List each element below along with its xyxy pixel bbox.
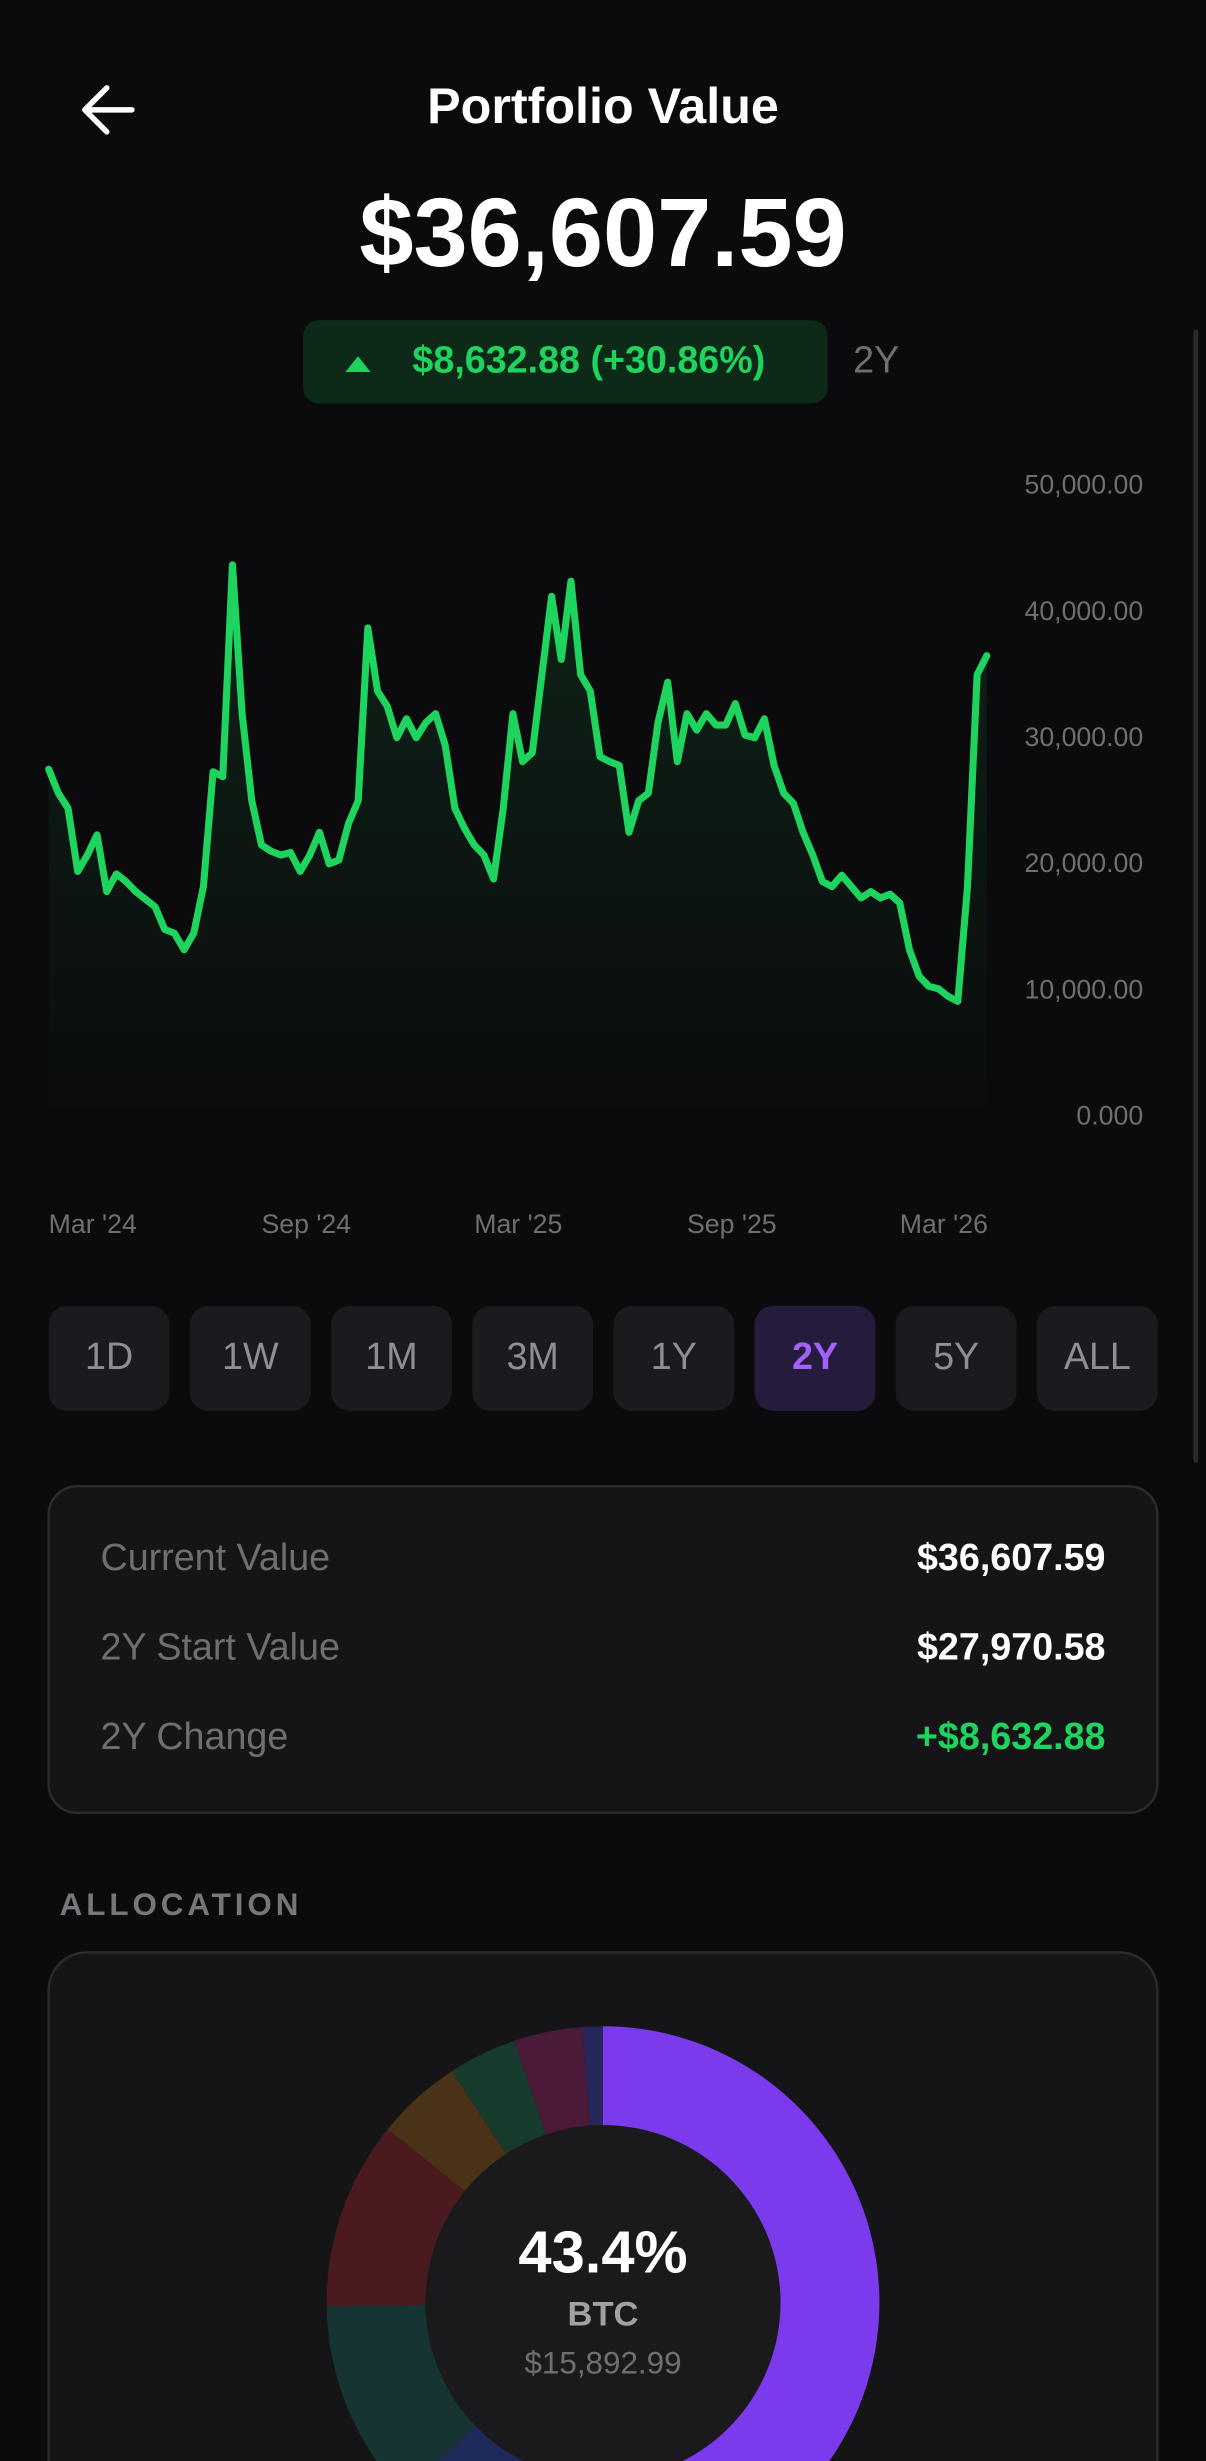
y-tick-label: 30,000.00 bbox=[1025, 722, 1144, 752]
range-button[interactable] bbox=[331, 1305, 452, 1411]
x-tick-label: Sep '25 bbox=[687, 1209, 777, 1239]
range-label[interactable]: 1M bbox=[365, 1335, 417, 1377]
range-button[interactable] bbox=[895, 1305, 1017, 1411]
range-label[interactable]: 1D bbox=[85, 1335, 133, 1377]
summary-label: 2Y Change bbox=[100, 1715, 288, 1757]
y-tick-label: 50,000.00 bbox=[1025, 470, 1144, 500]
line-chart: 0.000 10,000.00 20,000.00 30,000.00 40,000.0… bbox=[45, 470, 1144, 1239]
y-tick-label: 20,000.00 bbox=[1025, 848, 1144, 878]
summary-label: 2Y Start Value bbox=[100, 1626, 339, 1668]
summary-value: $27,970.58 bbox=[917, 1626, 1106, 1668]
donut-slice bbox=[603, 2026, 880, 2461]
range-button[interactable] bbox=[472, 1305, 594, 1411]
center-percent: 43.4% bbox=[518, 2219, 687, 2286]
center-amount: $15,892.99 bbox=[524, 2346, 681, 2381]
range-button[interactable] bbox=[189, 1305, 311, 1411]
x-tick-label: Mar '25 bbox=[474, 1209, 562, 1239]
range-button[interactable] bbox=[754, 1305, 876, 1411]
donut-slice bbox=[582, 2026, 603, 2126]
y-tick-label: 0.000 bbox=[1076, 1101, 1143, 1131]
donut-slice bbox=[387, 2071, 507, 2192]
center-name: BTC bbox=[568, 2296, 639, 2334]
page-title: Portfolio Value bbox=[427, 78, 779, 134]
scrollbar bbox=[1193, 329, 1199, 1463]
x-tick-label: Mar '24 bbox=[49, 1209, 137, 1239]
change-text: $8,632.88 (+30.86%) bbox=[412, 339, 765, 381]
donut-slice bbox=[326, 2129, 465, 2306]
x-tick-label: Sep '24 bbox=[261, 1209, 351, 1239]
summary-rows: Current Value $36,607.59 2Y Start Value $27… bbox=[100, 1536, 1105, 1757]
donut-slice bbox=[326, 2304, 476, 2461]
x-tick-label: Mar '26 bbox=[900, 1209, 988, 1239]
summary-card bbox=[47, 1485, 1159, 1814]
donut-slice bbox=[514, 2027, 590, 2135]
donut-chart: 43.4% BTC $15,892.99 bbox=[326, 2026, 880, 2461]
back-button[interactable] bbox=[82, 85, 135, 135]
y-tick-label: 10,000.00 bbox=[1025, 974, 1144, 1004]
summary-value: $36,607.59 bbox=[917, 1536, 1106, 1578]
donut-slice bbox=[451, 2040, 547, 2154]
range-label[interactable]: ALL bbox=[1064, 1335, 1131, 1377]
range-button[interactable] bbox=[1036, 1305, 1158, 1411]
donut-hole bbox=[425, 2125, 781, 2461]
line-area bbox=[48, 564, 987, 1118]
line bbox=[45, 561, 991, 1005]
range-label[interactable]: 1Y bbox=[651, 1335, 697, 1377]
portfolio-value: $36,607.59 bbox=[359, 178, 846, 287]
range-label[interactable]: 1W bbox=[222, 1335, 279, 1377]
range-label[interactable]: 3M bbox=[506, 1335, 558, 1377]
change-period: 2Y bbox=[853, 339, 899, 381]
donut-slice bbox=[438, 2425, 524, 2461]
summary-value: +$8,632.88 bbox=[916, 1715, 1106, 1757]
y-tick-label: 40,000.00 bbox=[1025, 596, 1144, 626]
summary-label: Current Value bbox=[100, 1536, 330, 1578]
section-title: ALLOCATION bbox=[60, 1887, 303, 1922]
up-arrow bbox=[345, 356, 371, 372]
range-button[interactable] bbox=[48, 1305, 170, 1411]
range-button[interactable] bbox=[613, 1305, 735, 1411]
range-label[interactable]: 2Y bbox=[792, 1335, 838, 1377]
change-badge bbox=[303, 320, 828, 404]
range-selector: 1D 1W 1M 3M 1Y 2Y 5Y ALL bbox=[48, 1305, 1158, 1411]
range-label[interactable]: 5Y bbox=[933, 1335, 979, 1377]
